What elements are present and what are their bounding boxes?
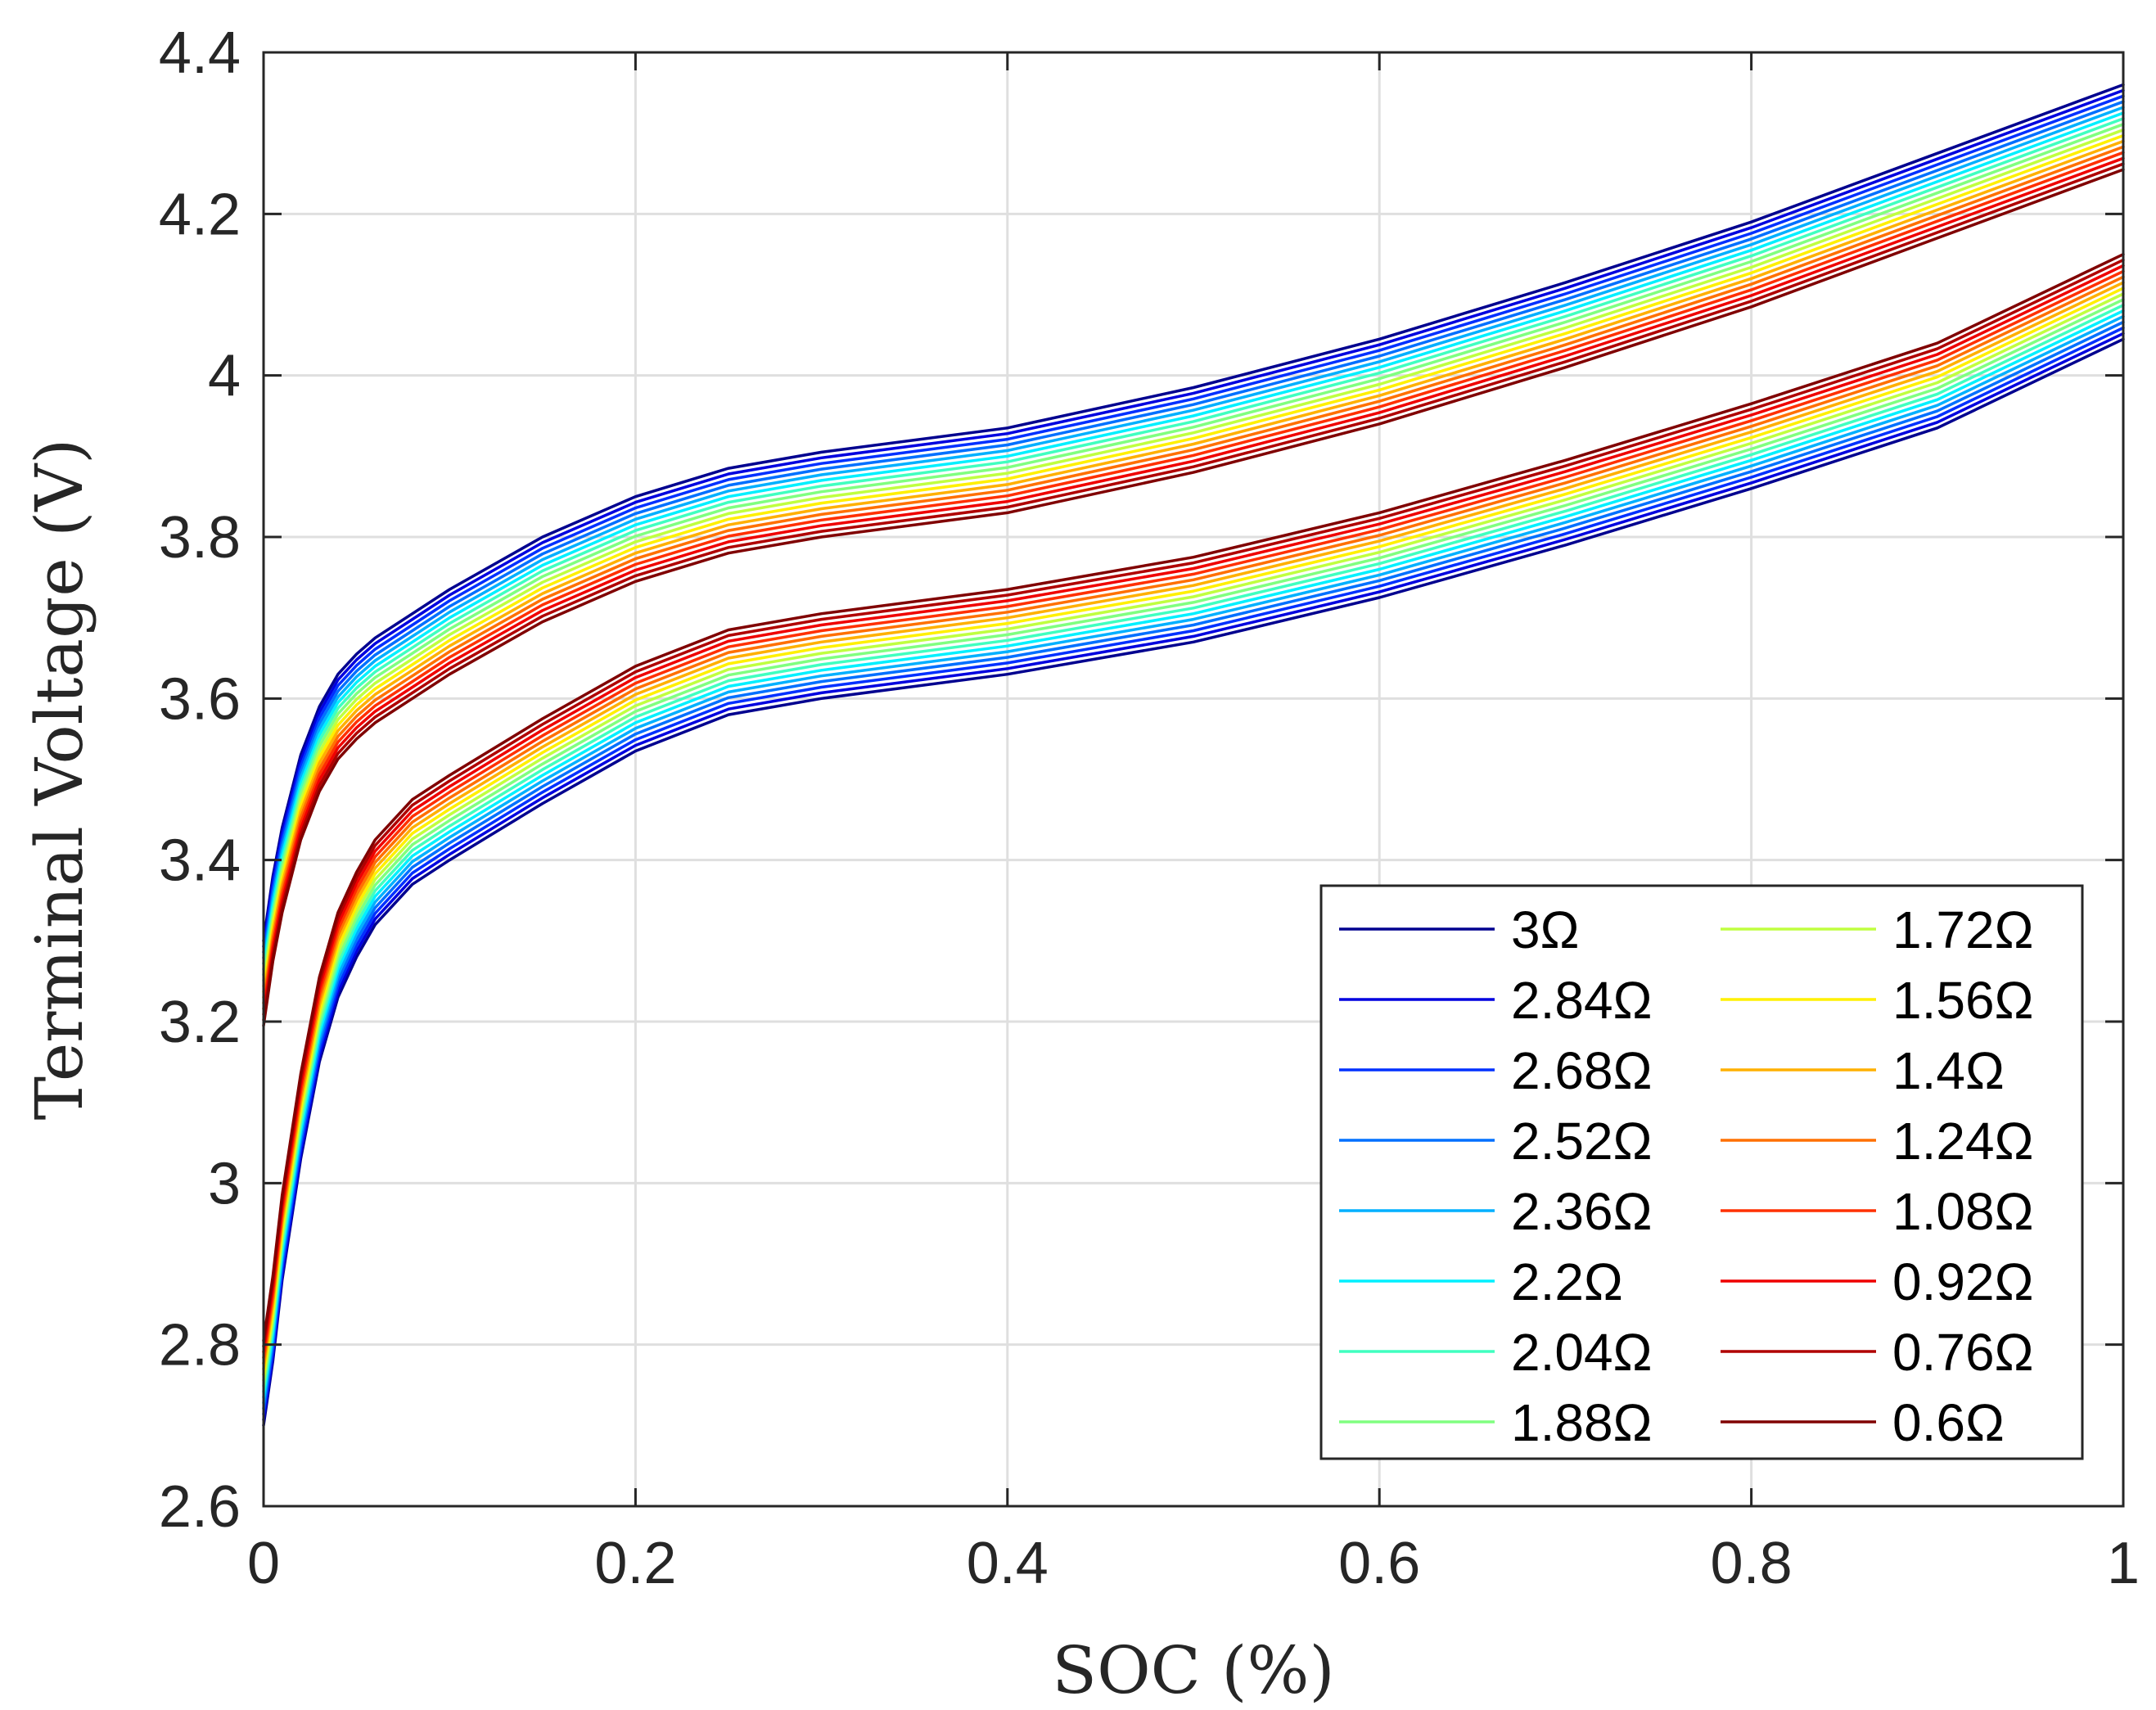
y-tick-label: 3.2 [159,990,241,1055]
legend-label: 1.88Ω [1511,1393,1652,1452]
legend-label: 2.68Ω [1511,1041,1652,1100]
legend-label: 2.2Ω [1511,1252,1623,1311]
y-tick-label: 3.6 [159,666,241,732]
x-tick-label: 0.6 [1338,1531,1420,1596]
legend-label: 1.08Ω [1892,1182,2033,1241]
series-layer [262,83,2125,1428]
series-line [262,128,2125,988]
x-tick-label: 0.4 [967,1531,1049,1596]
y-axis-label: Terminal Voltage (V) [21,439,97,1121]
series-line [262,88,2125,948]
series-line [262,168,2125,1027]
series-line [262,151,2125,1010]
x-tick-label: 0.8 [1711,1531,1793,1596]
x-tick-label: 0 [247,1531,280,1596]
legend-label: 3Ω [1511,900,1579,959]
legend-label: 2.84Ω [1511,971,1652,1030]
legend-label: 2.52Ω [1511,1112,1652,1171]
series-line [262,139,2125,999]
plot-frame [262,51,2125,1508]
legend-label: 1.72Ω [1892,900,2033,959]
legend-label: 1.24Ω [1892,1112,2033,1171]
y-tick-label: 3.4 [159,828,241,894]
y-tick-label: 4.4 [159,20,241,86]
series-line [262,162,2125,1022]
legend-label: 0.6Ω [1892,1393,2005,1452]
series-line [262,117,2125,977]
y-tick-label: 2.8 [159,1313,241,1378]
legend-label: 2.36Ω [1511,1182,1652,1241]
series-line [262,83,2125,943]
series-line [262,106,2125,965]
y-tick-label: 3 [208,1151,241,1216]
y-tick-label: 2.6 [159,1474,241,1540]
legend-box [1319,884,2084,1460]
series-line [262,156,2125,1016]
series-line [262,123,2125,982]
series-line [262,111,2125,971]
legend-label: 0.76Ω [1892,1323,2033,1382]
x-tick-label: 1 [2107,1531,2140,1596]
legend: 3Ω 2.84Ω 2.68Ω 2.52Ω 2.36Ω 2.2Ω 2.04Ω 1.88Ω 1.72… [1319,884,2084,1460]
x-tick-label: 0.2 [594,1531,676,1596]
y-tick-label: 4 [208,344,241,409]
series-line [262,252,2125,1342]
legend-label: 2.04Ω [1511,1323,1652,1382]
x-axis-label: SOC (%) [1052,1632,1334,1708]
series-line [262,94,2125,954]
ticks: 0 0.2 0.4 0.6 0.8 1 2.6 2.8 3 3.2 3.4 3.6 3.8 4 4.2 4.4 [159,20,2140,1596]
legend-label: 1.4Ω [1892,1041,2005,1100]
series-line [262,100,2125,959]
legend-label: 1.56Ω [1892,971,2033,1030]
legend-label: 0.92Ω [1892,1252,2033,1311]
series-line [262,133,2125,994]
y-tick-label: 4.2 [159,182,241,247]
series-line [262,145,2125,1005]
y-tick-label: 3.8 [159,505,241,571]
